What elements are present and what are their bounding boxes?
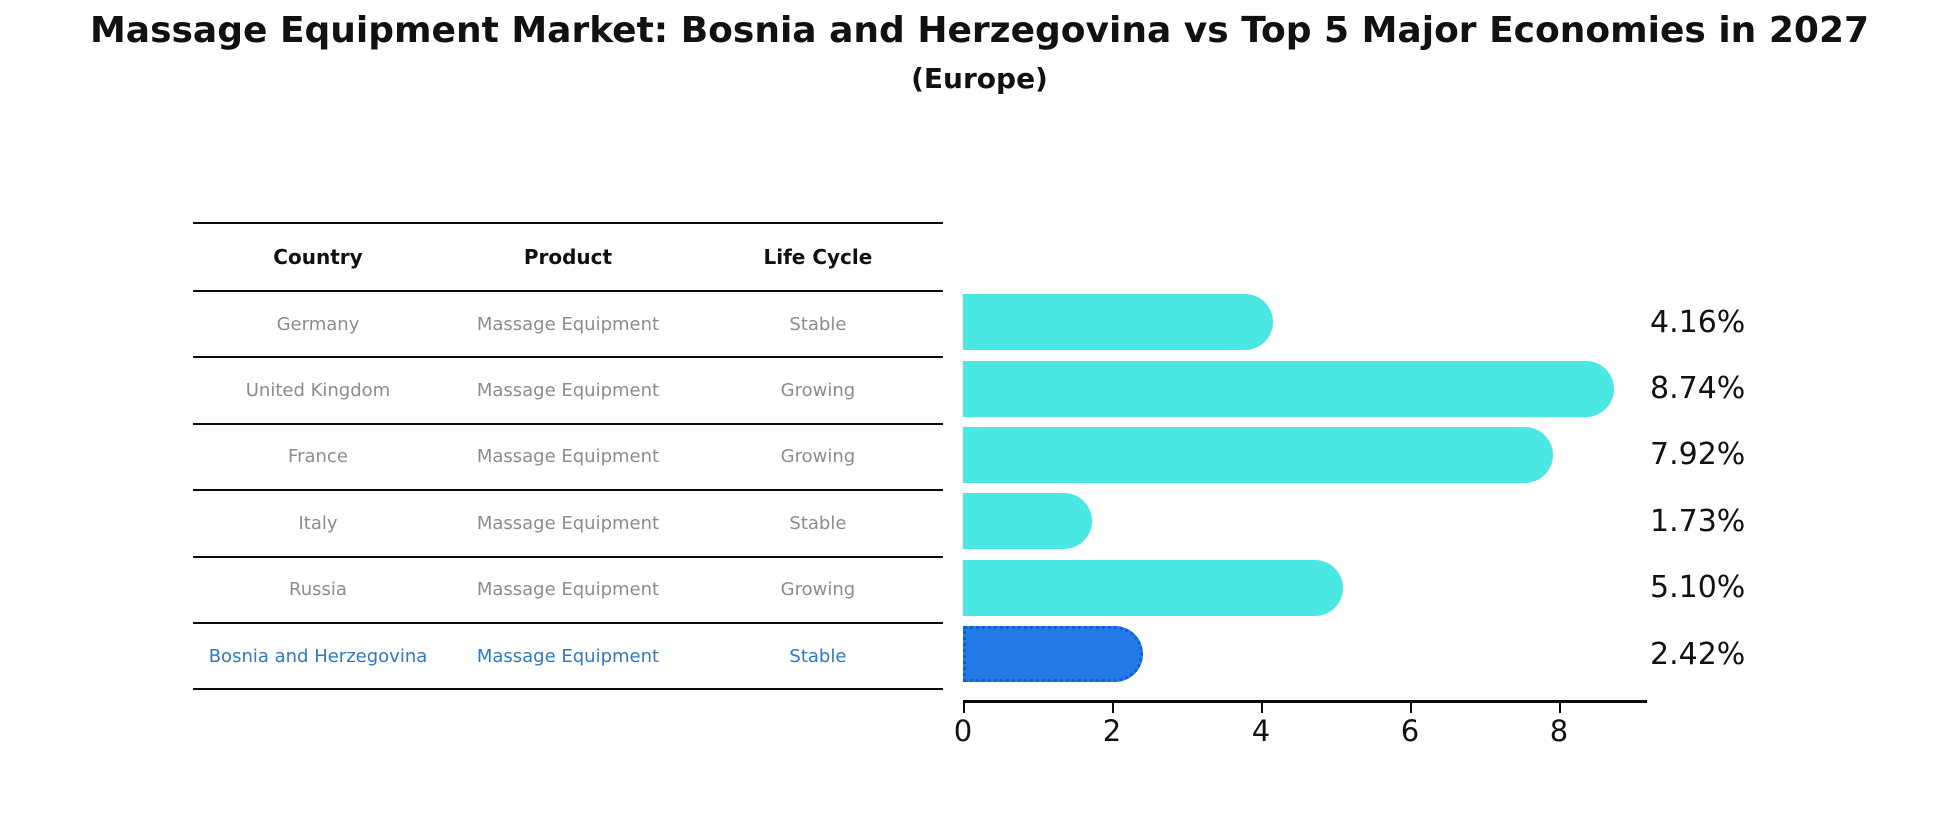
table-header-life-cycle: Life Cycle xyxy=(763,245,873,269)
life-cycle-cell: Stable xyxy=(789,313,847,335)
table-row: Bosnia and Herzegovina Massage Equipment S… xyxy=(193,624,943,691)
bar-row xyxy=(963,555,1647,621)
x-axis-tick-label: 2 xyxy=(1102,714,1122,748)
product-cell: Massage Equipment xyxy=(476,380,660,402)
table-row: Germany Massage Equipment Stable xyxy=(193,292,943,359)
country-cell: Germany xyxy=(276,313,360,335)
table-row: Russia Massage Equipment Growing xyxy=(193,558,943,624)
bar-value-label: 8.74% xyxy=(1650,371,1746,407)
bar-row xyxy=(963,289,1647,355)
country-cell: Bosnia and Herzegovina xyxy=(208,645,428,667)
product-cell: Massage Equipment xyxy=(476,579,660,601)
life-cycle-cell: Growing xyxy=(780,579,856,601)
bar-value-label: 2.42% xyxy=(1650,636,1746,672)
country-cell: France xyxy=(288,446,348,468)
bar-row xyxy=(963,621,1647,687)
country-cell: Russia xyxy=(289,579,347,601)
bar xyxy=(963,294,1273,351)
value-label-row: 4.16% xyxy=(1650,289,1810,355)
life-cycle-cell: Growing xyxy=(780,446,856,468)
table-row: United Kingdom Massage Equipment Growing xyxy=(193,358,943,425)
table-header-country: Country xyxy=(273,245,363,269)
bar xyxy=(963,426,1553,483)
country-cell: United Kingdom xyxy=(245,380,391,402)
bar-row xyxy=(963,355,1647,421)
x-axis-tick xyxy=(1410,703,1412,713)
table-header-row: Country Product Life Cycle xyxy=(193,224,943,292)
bar-value-labels: 4.16% 8.74% 7.92% 1.73% 5.10% 2.42% xyxy=(1650,289,1810,688)
bar-plot-area xyxy=(963,289,1647,688)
chart-subtitle: (Europe) xyxy=(911,62,1048,95)
life-cycle-cell: Stable xyxy=(789,645,847,667)
x-axis-tick-label: 6 xyxy=(1400,714,1420,748)
product-cell: Massage Equipment xyxy=(476,313,660,335)
x-axis-tick xyxy=(963,703,965,713)
bar-row xyxy=(963,488,1647,554)
x-axis-line xyxy=(963,700,1647,703)
bar xyxy=(963,559,1343,616)
chart-title: Massage Equipment Market: Bosnia and Her… xyxy=(89,10,1870,51)
value-label-row: 5.10% xyxy=(1650,555,1810,621)
bar-value-label: 4.16% xyxy=(1650,304,1746,340)
x-axis-tick-label: 0 xyxy=(953,714,973,748)
value-label-row: 8.74% xyxy=(1650,355,1810,421)
bar xyxy=(963,493,1092,550)
product-cell: Massage Equipment xyxy=(476,645,660,667)
x-axis-tick-label: 4 xyxy=(1251,714,1271,748)
table-header-product: Product xyxy=(523,245,613,269)
bar-value-label: 1.73% xyxy=(1650,503,1746,539)
bar xyxy=(963,360,1614,417)
value-label-row: 1.73% xyxy=(1650,488,1810,554)
table-row: Italy Massage Equipment Stable xyxy=(193,491,943,558)
value-label-row: 2.42% xyxy=(1650,621,1810,687)
bar-value-label: 7.92% xyxy=(1650,437,1746,473)
table-row: France Massage Equipment Growing xyxy=(193,425,943,492)
bar-row xyxy=(963,422,1647,488)
value-label-row: 7.92% xyxy=(1650,422,1810,488)
x-axis-tick xyxy=(1261,703,1263,713)
life-cycle-cell: Stable xyxy=(789,512,847,534)
country-cell: Italy xyxy=(298,512,338,534)
x-axis-tick xyxy=(1112,703,1114,713)
bar-highlight xyxy=(963,626,1143,683)
bar-value-label: 5.10% xyxy=(1650,570,1746,606)
life-cycle-cell: Growing xyxy=(780,380,856,402)
product-cell: Massage Equipment xyxy=(476,446,660,468)
product-cell: Massage Equipment xyxy=(476,512,660,534)
x-axis-tick-label: 8 xyxy=(1549,714,1569,748)
summary-table: Country Product Life Cycle Germany Massag… xyxy=(193,222,943,691)
x-axis-tick xyxy=(1559,703,1561,713)
